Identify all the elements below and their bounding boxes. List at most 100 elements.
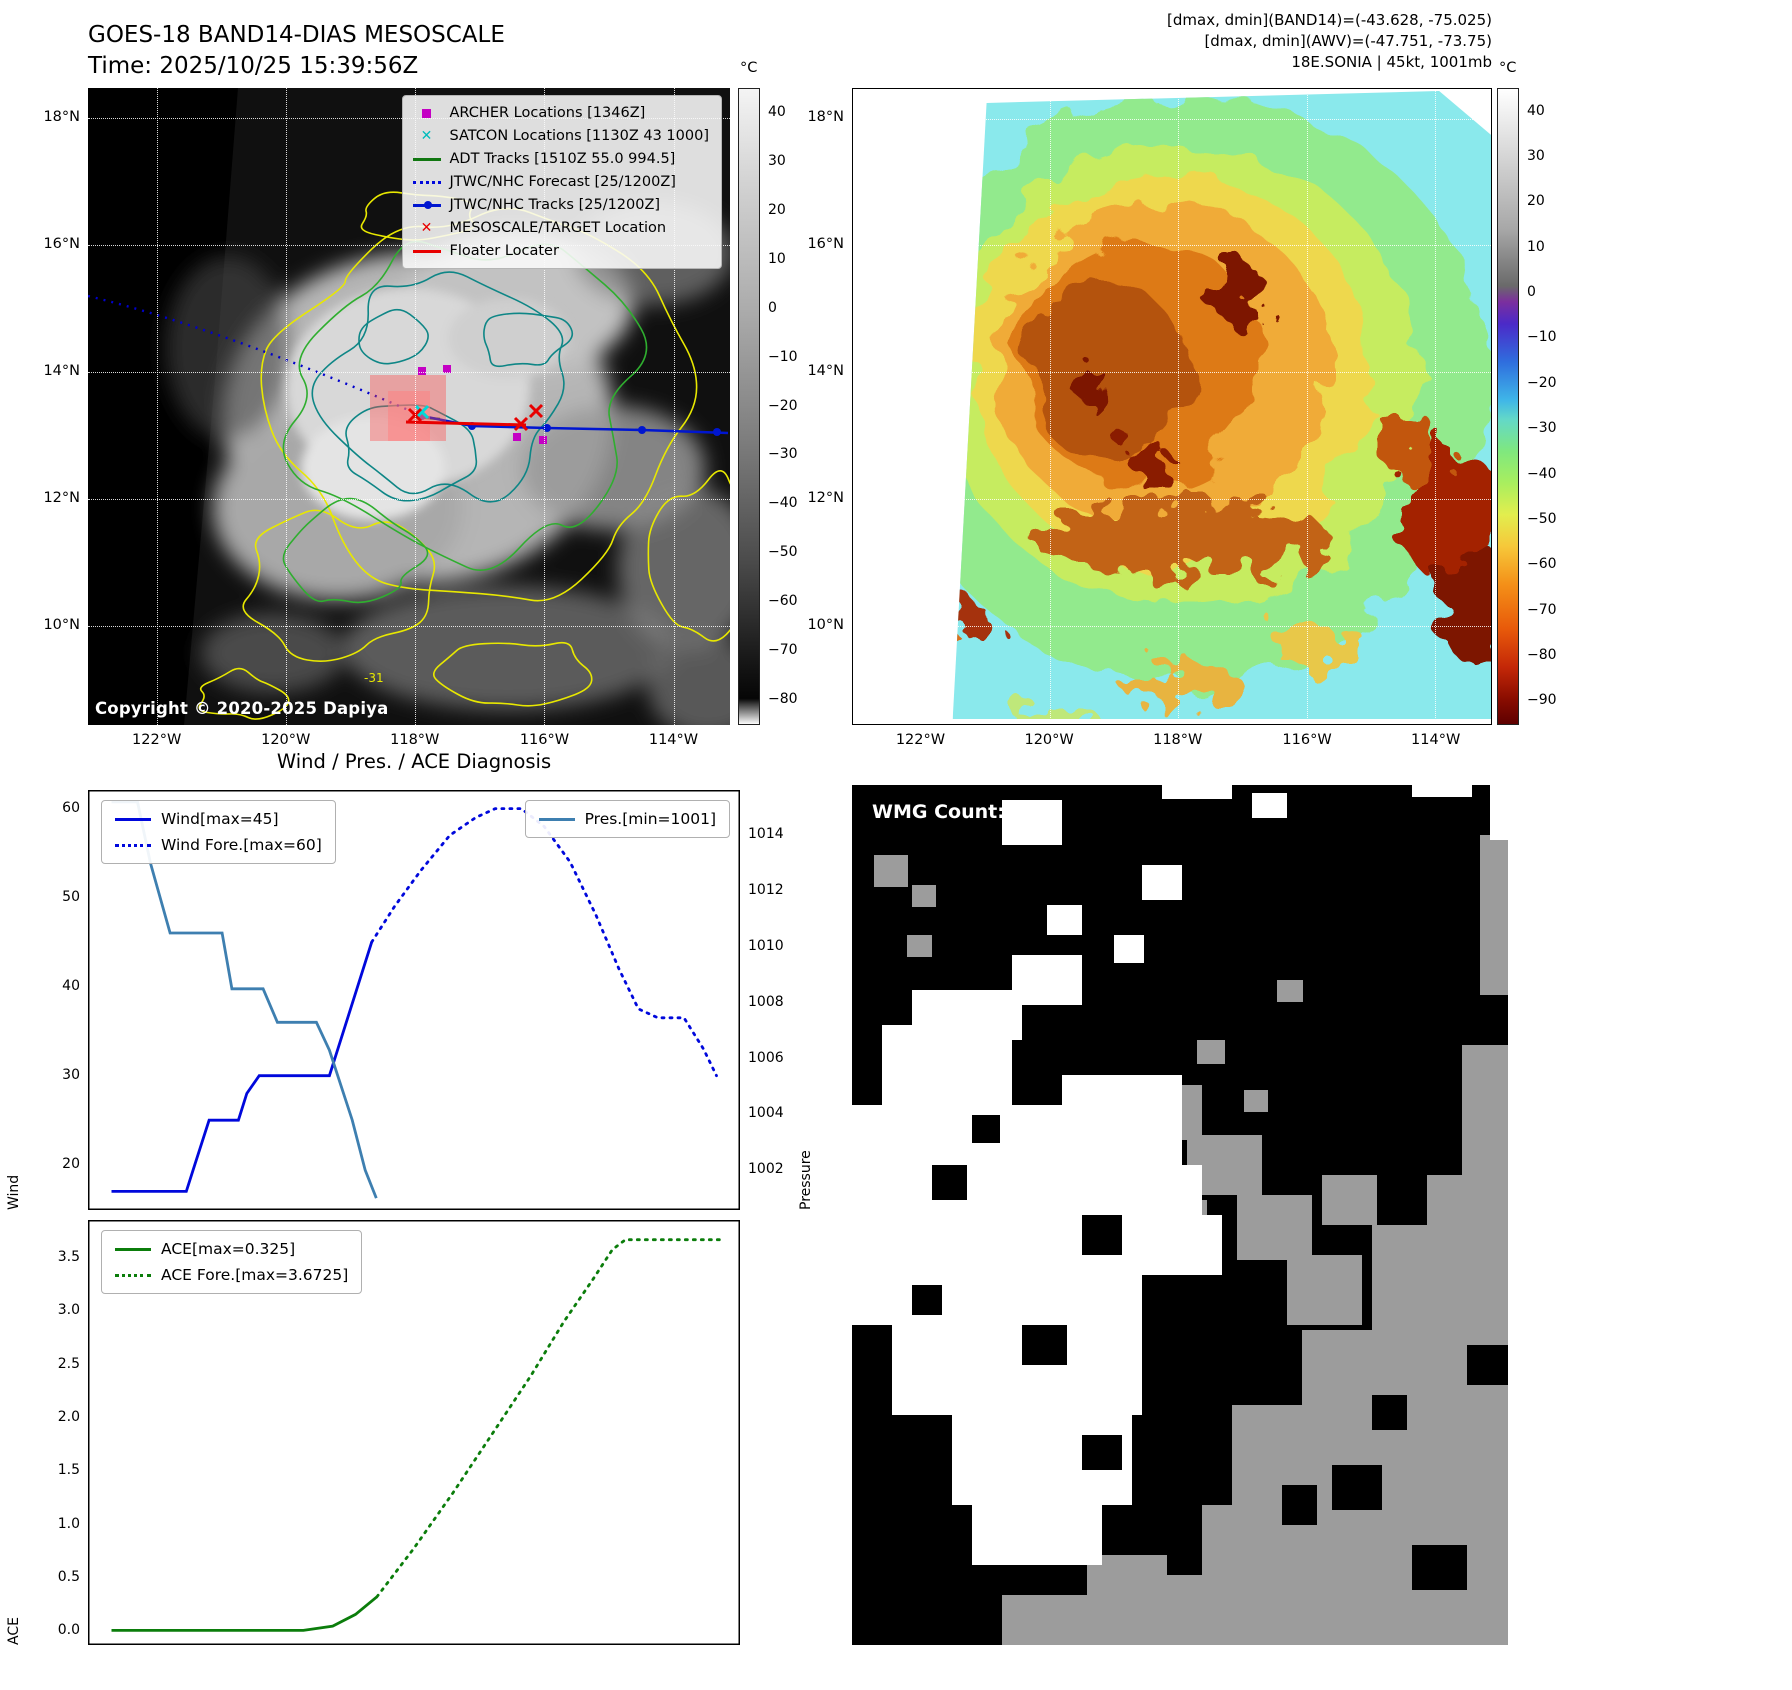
mesoscale-target-box-inner	[388, 391, 430, 441]
lon-tick-label: 120°W	[1024, 732, 1074, 748]
awv-colorbar: 40 30 20 10 0 −10 −20 −30 −40 −50 −60 −70 −80 −90	[1497, 88, 1557, 725]
lat-tick-label: 18°N	[807, 108, 844, 125]
colorbar-tick-label: −40	[768, 495, 798, 512]
cold-cloud-spots	[952, 263, 1491, 720]
lat-tick-label: 12°N	[807, 489, 844, 506]
dot-swatch	[423, 200, 432, 209]
awv-lat-axis: 18°N 16°N 14°N 12°N 10°N	[764, 88, 848, 725]
lat-tick-label: 16°N	[807, 235, 844, 252]
band14-colorbar-unit: °C	[740, 60, 758, 76]
wind-pressure-chart: 20 30 40 50 60 1002 1004 1006 1008 1010 1012 1014 Wi…	[6, 790, 814, 1210]
y-tick-label: 1.0	[57, 1515, 80, 1532]
band14-colorbar: 40 30 20 10 0 −10 −20 −30 −40 −50 −60 −70 −80	[738, 88, 798, 725]
wmg-block	[1282, 1485, 1317, 1525]
line-swatch	[412, 249, 441, 253]
awv-header-block: [dmax, dmin](BAND14)=(-43.628, -75.025) …	[852, 10, 1492, 73]
diagnosis-title: Wind / Pres. / ACE Diagnosis	[276, 750, 552, 773]
colorbar-tick-label: −10	[768, 348, 798, 365]
line-swatch	[412, 180, 441, 184]
colorbar-tick-label: −20	[768, 397, 798, 414]
lat-tick-label: 18°N	[43, 108, 80, 125]
lon-tick-label: 114°W	[648, 732, 699, 748]
colorbar-tick-label: −40	[1527, 465, 1557, 482]
legend-item: JTWC/NHC Forecast [25/1200Z]	[412, 172, 709, 192]
wmg-block	[1277, 980, 1303, 1002]
band14-title-block: GOES-18 BAND14-DIAS MESOSCALE Time: 2025…	[88, 20, 505, 82]
band14-lat-axis: 18°N 16°N 14°N 12°N 10°N	[0, 88, 84, 725]
wmg-block	[1182, 1215, 1222, 1275]
colorbar-tick-label: −80	[1527, 646, 1557, 663]
y-axis-label: ACE	[6, 1617, 22, 1645]
legend-item: ADT Tracks [1510Z 55.0 994.5]	[412, 149, 709, 169]
wmg-block	[852, 1215, 897, 1325]
y-tick-right-label: 1006	[748, 1049, 784, 1066]
line-swatch	[412, 200, 441, 209]
wmg-block	[1372, 1265, 1508, 1340]
contour-line	[242, 509, 436, 662]
y-tick-label: 50	[62, 888, 80, 905]
wmg-block	[1237, 1195, 1312, 1260]
legend-marker-red-line	[412, 249, 442, 253]
lon-tick-label: 118°W	[1153, 732, 1203, 748]
contour-line	[282, 497, 429, 604]
chart-legend-item: Wind Fore.[max=60]	[115, 836, 322, 854]
wmg-block	[1002, 800, 1062, 845]
y-axis-label: Wind	[6, 1174, 22, 1210]
colorbar-tick-label: 30	[768, 153, 786, 170]
lon-tick-label: 114°W	[1411, 732, 1461, 748]
chart-legend-label: Wind Fore.[max=60]	[161, 836, 322, 854]
legend-line-sample	[115, 1247, 151, 1251]
y-tick-label: 20	[62, 1155, 80, 1172]
square-swatch	[422, 108, 432, 118]
colorbar-tick-label: 20	[1527, 193, 1545, 210]
awv-header-line2: [dmax, dmin](AWV)=(-47.751, -73.75)	[1204, 32, 1492, 50]
y-tick-label: 2.5	[57, 1355, 80, 1372]
band14-map: ARCHER Locations [1346Z] ✕ SATCON Location…	[88, 88, 730, 725]
wmg-block	[874, 855, 908, 887]
legend-label: Floater Locater	[449, 243, 559, 259]
wmg-mask-image	[852, 785, 1508, 1645]
band14-time: Time: 2025/10/25 15:39:56Z	[88, 53, 419, 79]
wmg-block	[1252, 793, 1287, 818]
colorbar-tick-label: −50	[1527, 510, 1557, 527]
wmg-block	[912, 885, 936, 907]
awv-header-line3: 18E.SONIA | 45kt, 1001mb	[1291, 53, 1492, 71]
colorbar-tick-label: −70	[1527, 601, 1557, 618]
chart-legend-label: Pres.[min=1001]	[584, 810, 716, 828]
awv-swath	[952, 90, 1491, 720]
chart-legend: ACE[max=0.325] ACE Fore.[max=3.6725]	[101, 1230, 363, 1294]
wmg-block	[1322, 1175, 1377, 1225]
chart-legend-item: Wind[max=45]	[115, 810, 322, 828]
y-tick-label: 40	[62, 977, 80, 994]
legend-marker-red-x: ✕	[420, 220, 433, 236]
wmg-block	[882, 1025, 1012, 1115]
colorbar-tick-label: 40	[768, 104, 786, 121]
colorbar-tick-label: 10	[768, 250, 786, 267]
wmg-block	[1114, 935, 1144, 963]
wmg-block	[1002, 1595, 1172, 1645]
y-tick-label: 3.0	[57, 1302, 80, 1319]
legend-label: JTWC/NHC Tracks [25/1200Z]	[449, 197, 661, 213]
wmg-blocks	[852, 785, 1508, 1645]
y-tick-right-label: 1002	[748, 1161, 784, 1178]
wmg-block	[972, 1115, 1000, 1143]
wmg-block	[1162, 785, 1232, 799]
y-tick-label: 1.5	[57, 1462, 80, 1479]
lon-tick-label: 116°W	[519, 732, 570, 748]
lon-tick-label: 120°W	[261, 732, 311, 748]
chart-legend-item: ACE[max=0.325]	[115, 1240, 348, 1258]
wmg-block	[1490, 785, 1508, 840]
wmg-block	[1244, 1090, 1268, 1112]
awv-satellite-image	[853, 89, 1491, 724]
chart-legend-item: Pres.[min=1001]	[538, 810, 716, 828]
series-ACE[max=0.325]	[111, 1595, 378, 1632]
wmg-block	[1480, 835, 1508, 995]
y-tick-right-label: 1008	[748, 993, 784, 1010]
colorbar-tick-label: −20	[1527, 374, 1557, 391]
lon-tick-label: 116°W	[1282, 732, 1332, 748]
colorbar-tick-label: −30	[768, 446, 798, 463]
lat-tick-label: 16°N	[43, 235, 80, 252]
legend-label: MESOSCALE/TARGET Location	[449, 220, 667, 236]
contour-value-label: -31	[364, 671, 384, 685]
colorbar-tick-label: −60	[768, 592, 798, 609]
